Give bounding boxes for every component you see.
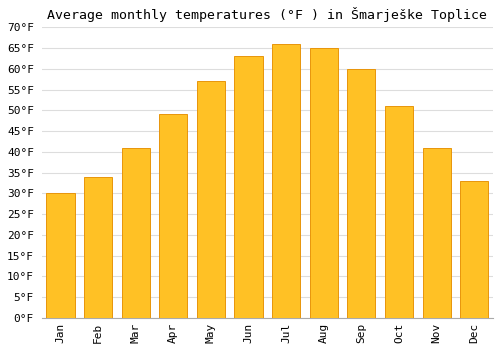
Bar xyxy=(422,148,450,318)
Bar xyxy=(159,114,188,318)
Bar xyxy=(310,48,338,318)
Bar xyxy=(122,148,150,318)
Bar xyxy=(197,81,225,318)
Bar xyxy=(460,181,488,318)
Bar xyxy=(385,106,413,318)
Bar xyxy=(348,69,376,318)
Bar xyxy=(84,177,112,318)
Bar xyxy=(46,193,74,318)
Bar xyxy=(234,56,262,318)
Bar xyxy=(272,44,300,318)
Title: Average monthly temperatures (°F ) in Šmarješke Toplice: Average monthly temperatures (°F ) in Šm… xyxy=(48,7,488,22)
